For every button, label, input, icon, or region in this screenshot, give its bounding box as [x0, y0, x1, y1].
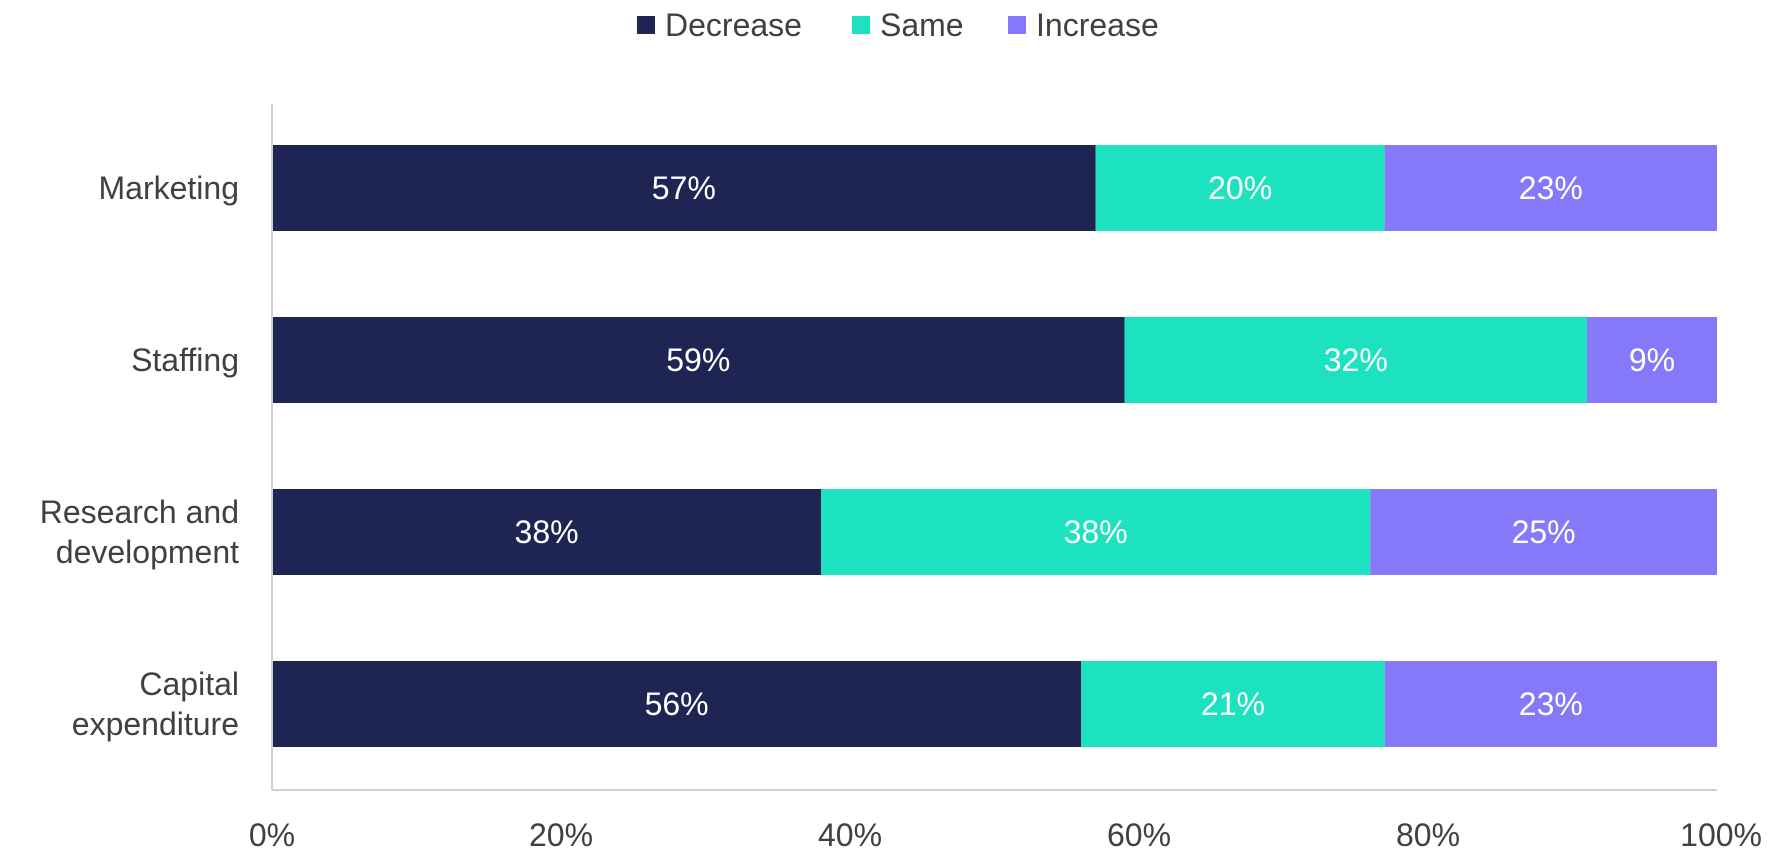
data-label: 32% — [1324, 342, 1388, 378]
category-label: Research and — [40, 494, 239, 530]
category-label: Capital — [139, 666, 239, 702]
data-label: 56% — [645, 686, 709, 722]
x-tick-label: 40% — [818, 817, 882, 850]
bar-segment-increase — [1586, 317, 1717, 403]
x-tick-label: 60% — [1107, 817, 1171, 850]
bar-segment-same — [1081, 661, 1385, 747]
bar-segment-decrease — [272, 317, 1125, 403]
legend-label-same: Same — [880, 7, 964, 43]
axes: Marketing Staffing Research and development… — [40, 104, 1762, 853]
legend-label-decrease: Decrease — [665, 7, 802, 43]
bar-segment-increase — [1384, 661, 1717, 747]
bar-segment-same — [1095, 145, 1385, 231]
category-label: Marketing — [99, 170, 240, 206]
legend-swatch-same — [852, 16, 870, 34]
data-label: 59% — [666, 342, 730, 378]
data-label: 21% — [1201, 686, 1265, 722]
bars: 57% 20% 23% 59% 32% 9% 38% 38% 25% 56% 21% 23% — [272, 145, 1717, 747]
bar-segment-increase — [1384, 145, 1717, 231]
bar-segment-same — [1124, 317, 1587, 403]
bar-segment-increase — [1370, 489, 1717, 575]
data-label: 57% — [652, 170, 716, 206]
x-tick-label: 20% — [529, 817, 593, 850]
category-label: expenditure — [72, 706, 239, 742]
legend-swatch-decrease — [637, 16, 655, 34]
category-label: Staffing — [131, 342, 239, 378]
legend-label-increase: Increase — [1036, 7, 1159, 43]
data-label: 38% — [1064, 514, 1128, 550]
data-label: 25% — [1512, 514, 1576, 550]
bar-segment-decrease — [272, 661, 1082, 747]
legend-swatch-increase — [1008, 16, 1026, 34]
bar-segment-same — [821, 489, 1371, 575]
legend: Decrease Same Increase — [637, 7, 1159, 43]
data-label: 9% — [1629, 342, 1675, 378]
bar-segment-decrease — [272, 145, 1096, 231]
category-label: development — [56, 534, 239, 570]
bar-segment-decrease — [272, 489, 822, 575]
x-tick-label: 80% — [1396, 817, 1460, 850]
data-label: 38% — [515, 514, 579, 550]
x-tick-label: 0% — [249, 817, 295, 850]
data-label: 23% — [1519, 170, 1583, 206]
data-label: 23% — [1519, 686, 1583, 722]
x-tick-label: 100% — [1680, 817, 1762, 850]
data-label: 20% — [1208, 170, 1272, 206]
